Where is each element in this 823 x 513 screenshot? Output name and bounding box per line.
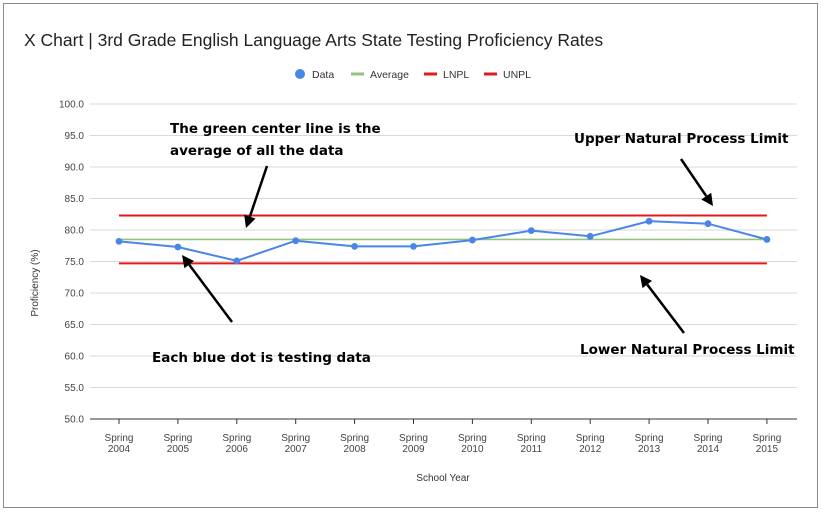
- data-point: [115, 237, 123, 245]
- data-series-line: [118, 220, 768, 262]
- x-tick-label: 2012: [579, 444, 602, 455]
- x-tick-label: 2014: [697, 444, 720, 455]
- data-point: [763, 236, 771, 243]
- x-tick-label: Spring: [635, 433, 664, 444]
- annotation-text: average of all the data: [170, 143, 344, 159]
- x-tick-label: 2013: [638, 444, 661, 455]
- data-point: [410, 242, 417, 250]
- y-tick-label: 95.0: [65, 131, 85, 142]
- x-tick-label: 2005: [167, 444, 190, 455]
- annotation-text: Each blue dot is testing data: [152, 350, 371, 366]
- x-tick-label: Spring: [163, 433, 192, 444]
- x-axis-title: School Year: [416, 473, 470, 484]
- x-tick-label: Spring: [752, 433, 781, 444]
- y-tick-label: 60.0: [65, 352, 85, 363]
- annotation-arrow: [182, 255, 234, 323]
- x-tick-label: Spring: [105, 433, 134, 444]
- y-tick-label: 50.0: [65, 415, 85, 426]
- y-tick-label: 70.0: [65, 289, 85, 300]
- data-points: [115, 217, 771, 265]
- legend: Data Average LNPL UNPL: [295, 69, 531, 81]
- x-tick-label: 2007: [285, 444, 308, 455]
- x-tick-label: Spring: [517, 433, 546, 444]
- data-point: [704, 220, 712, 228]
- x-tick-label: 2004: [108, 444, 131, 455]
- y-tick-label: 90.0: [65, 163, 85, 174]
- y-tick-label: 65.0: [65, 320, 85, 331]
- x-tick-label: 2010: [461, 444, 484, 455]
- x-tick-label: Spring: [399, 433, 428, 444]
- data-point: [586, 232, 594, 240]
- annotation-text: Upper Natural Process Limit: [574, 131, 789, 147]
- x-tick-label: 2009: [402, 444, 425, 455]
- x-axis: Spring2004Spring2005Spring2006Spring2007…: [105, 419, 781, 455]
- annotation-arrow: [244, 165, 269, 228]
- x-tick-label: Spring: [694, 433, 723, 444]
- x-tick-label: Spring: [576, 433, 605, 444]
- gridlines: [90, 103, 797, 420]
- legend-marker-data: [295, 69, 305, 79]
- legend-label-data: Data: [312, 69, 334, 81]
- data-point: [292, 237, 300, 245]
- x-tick-label: Spring: [222, 433, 251, 444]
- y-tick-label: 80.0: [65, 226, 85, 237]
- data-point: [174, 243, 182, 251]
- chart-frame: [3, 3, 818, 508]
- plot-lines: [118, 214, 768, 265]
- x-tick-label: 2015: [756, 444, 779, 455]
- data-point: [233, 257, 241, 265]
- legend-label-lnpl: LNPL: [443, 69, 469, 81]
- data-point: [527, 227, 535, 235]
- x-tick-label: 2011: [521, 444, 543, 455]
- legend-label-unpl: UNPL: [503, 69, 531, 81]
- y-axis: 50.0 55.0 60.0 65.0 70.0 75.0 80.0 85.0 90.0 95.0…: [59, 100, 84, 426]
- y-tick-label: 75.0: [65, 257, 85, 268]
- x-tick-label: Spring: [281, 433, 310, 444]
- annotation-text: The green center line is the: [170, 121, 381, 137]
- data-point: [351, 242, 358, 250]
- x-tick-label: Spring: [340, 433, 369, 444]
- annotation-arrow: [679, 158, 713, 206]
- annotation-arrow: [640, 275, 685, 334]
- y-tick-label: 55.0: [65, 383, 85, 394]
- data-point: [469, 236, 476, 244]
- annotation-text: Lower Natural Process Limit: [580, 342, 795, 358]
- x-tick-label: 2008: [343, 444, 366, 455]
- y-tick-label: 100.0: [59, 100, 84, 111]
- chart-title: X Chart | 3rd Grade English Language Art…: [24, 30, 604, 50]
- annotations: The green center line is the average of a…: [152, 121, 795, 366]
- y-axis-title: Proficiency (%): [30, 249, 41, 316]
- data-point: [645, 217, 653, 225]
- legend-label-average: Average: [370, 69, 409, 81]
- y-tick-label: 85.0: [65, 194, 85, 205]
- x-tick-label: Spring: [458, 433, 487, 444]
- x-tick-label: 2006: [226, 444, 249, 455]
